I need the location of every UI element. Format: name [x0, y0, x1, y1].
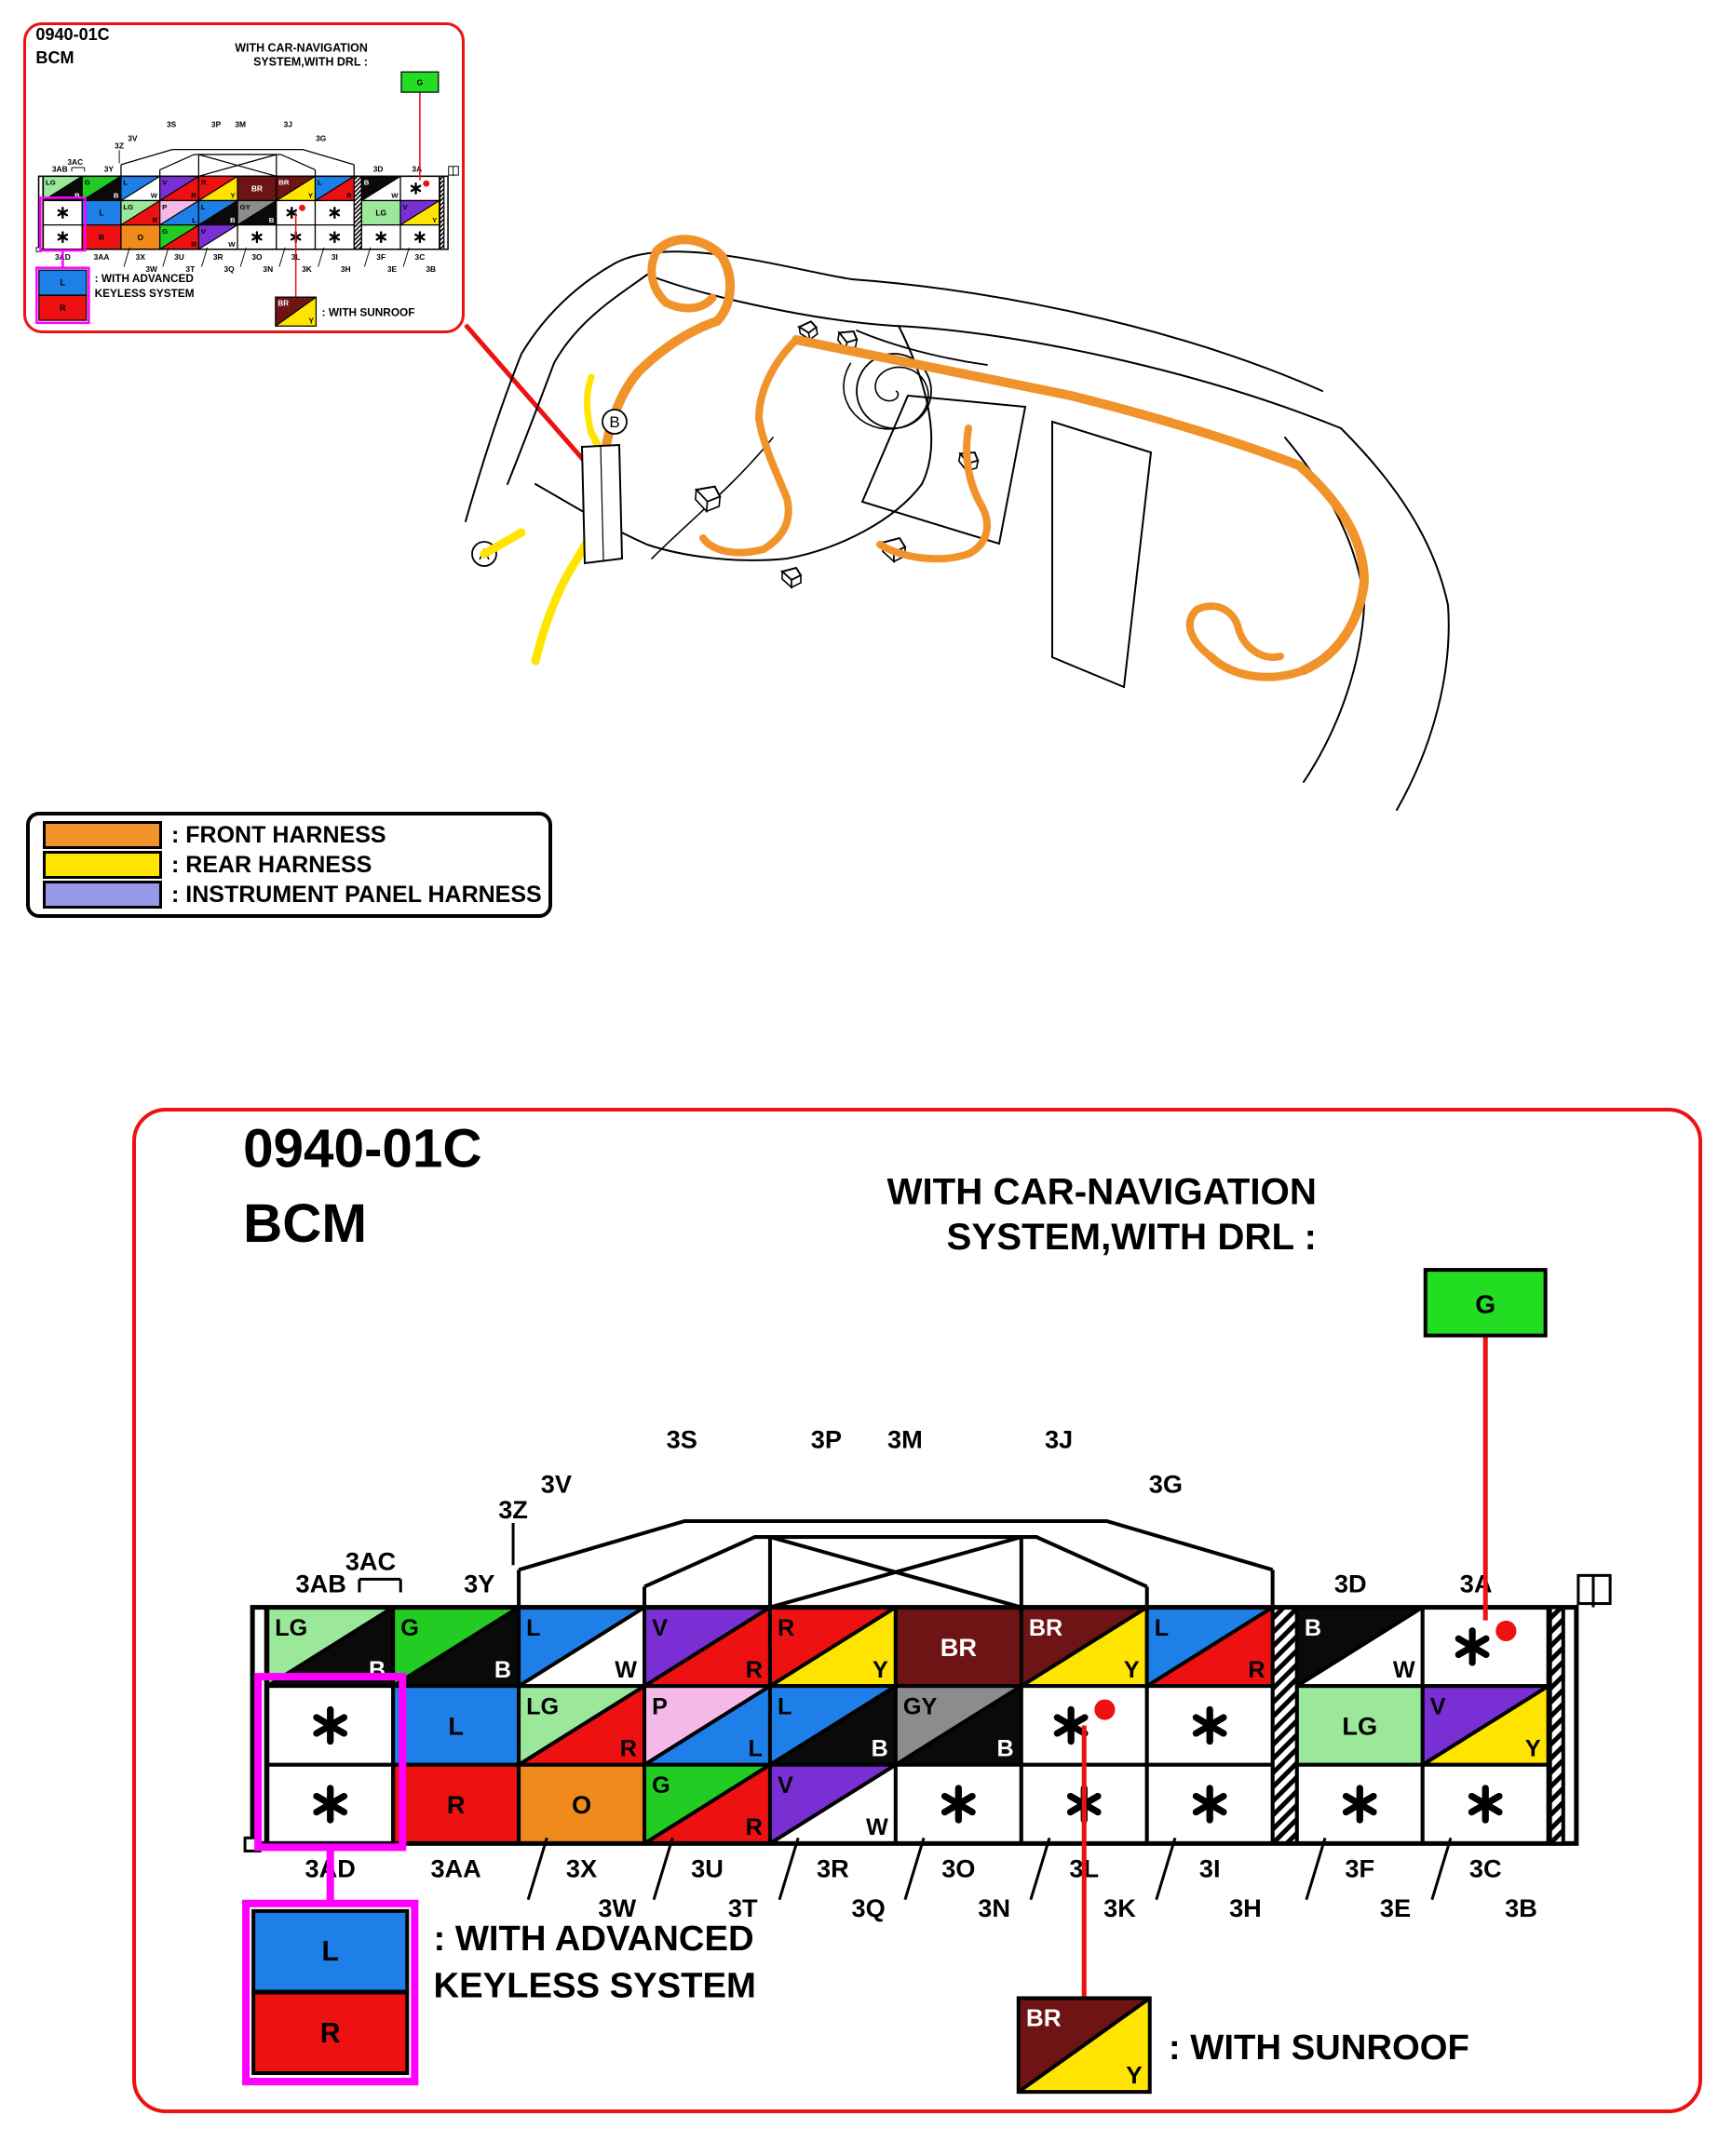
- svg-text:LG: LG: [1342, 1712, 1377, 1741]
- svg-text:L: L: [448, 1712, 464, 1741]
- svg-text:3Y: 3Y: [464, 1569, 494, 1597]
- svg-text:Y: Y: [1126, 2061, 1143, 2089]
- svg-text:3C: 3C: [1469, 1854, 1502, 1883]
- svg-text:L: L: [749, 1736, 763, 1762]
- svg-text:3H: 3H: [1229, 1893, 1262, 1922]
- svg-text:L: L: [321, 1936, 338, 1967]
- svg-text:3G: 3G: [1149, 1470, 1183, 1499]
- svg-text:W: W: [1393, 1657, 1415, 1683]
- svg-text:V: V: [1430, 1693, 1446, 1719]
- svg-text:BR: BR: [940, 1633, 978, 1662]
- svg-text:3P: 3P: [811, 1424, 842, 1453]
- svg-text:3D: 3D: [1334, 1569, 1367, 1597]
- svg-text:3I: 3I: [1199, 1854, 1221, 1883]
- svg-text:3AA: 3AA: [430, 1854, 480, 1883]
- svg-text:BR: BR: [1026, 2004, 1062, 2032]
- svg-text:3O: 3O: [941, 1854, 975, 1883]
- svg-text:Y: Y: [873, 1657, 888, 1683]
- svg-text:3Z: 3Z: [498, 1495, 528, 1524]
- svg-text:R: R: [746, 1814, 763, 1840]
- svg-text:3S: 3S: [667, 1424, 697, 1453]
- svg-text:R: R: [1248, 1657, 1265, 1683]
- svg-text:GY: GY: [903, 1693, 938, 1719]
- svg-text:3AC: 3AC: [345, 1546, 396, 1575]
- svg-text:L: L: [778, 1693, 792, 1719]
- svg-text:W: W: [866, 1814, 888, 1840]
- svg-text:R: R: [320, 2018, 341, 2049]
- svg-text:V: V: [778, 1772, 793, 1799]
- svg-text:3E: 3E: [1380, 1893, 1411, 1922]
- svg-text:G: G: [652, 1772, 670, 1799]
- svg-text:Y: Y: [1525, 1736, 1541, 1762]
- svg-text:3U: 3U: [691, 1854, 724, 1883]
- svg-text:R: R: [778, 1615, 794, 1641]
- svg-text:B: B: [872, 1736, 888, 1762]
- svg-text:G: G: [400, 1615, 419, 1641]
- svg-text:LG: LG: [275, 1615, 307, 1641]
- svg-text:P: P: [652, 1693, 668, 1719]
- svg-text:3X: 3X: [566, 1854, 597, 1883]
- svg-text:KEYLESS SYSTEM: KEYLESS SYSTEM: [433, 1965, 755, 2005]
- svg-text:3J: 3J: [1045, 1424, 1073, 1453]
- svg-text:3N: 3N: [978, 1893, 1010, 1922]
- svg-text:SYSTEM,WITH DRL :: SYSTEM,WITH DRL :: [947, 1216, 1317, 1258]
- svg-text:B: B: [494, 1657, 511, 1683]
- svg-text:BCM: BCM: [243, 1193, 367, 1254]
- svg-text:W: W: [615, 1657, 637, 1683]
- svg-text:B: B: [1305, 1615, 1321, 1641]
- svg-text:L: L: [1155, 1615, 1169, 1641]
- svg-text:0940-01C: 0940-01C: [243, 1118, 481, 1179]
- svg-text:WITH CAR-NAVIGATION: WITH CAR-NAVIGATION: [886, 1171, 1317, 1213]
- svg-text:3K: 3K: [1103, 1893, 1136, 1922]
- svg-text:LG: LG: [526, 1693, 559, 1719]
- svg-text:BR: BR: [1029, 1615, 1062, 1641]
- svg-text:R: R: [620, 1736, 637, 1762]
- svg-text:V: V: [652, 1615, 668, 1641]
- svg-text:3Q: 3Q: [852, 1893, 886, 1922]
- svg-text:B: B: [609, 413, 619, 431]
- svg-text:: WITH SUNROOF: : WITH SUNROOF: [1169, 2028, 1469, 2068]
- svg-text:3F: 3F: [1345, 1854, 1374, 1883]
- svg-text:3R: 3R: [817, 1854, 849, 1883]
- svg-text:L: L: [526, 1615, 540, 1641]
- svg-text:R: R: [746, 1657, 763, 1683]
- svg-text:G: G: [1475, 1288, 1495, 1318]
- svg-text:Y: Y: [1124, 1657, 1140, 1683]
- svg-text:: WITH ADVANCED: : WITH ADVANCED: [433, 1919, 753, 1959]
- svg-text:O: O: [572, 1790, 591, 1819]
- svg-text:3AB: 3AB: [295, 1569, 345, 1597]
- svg-text:R: R: [447, 1790, 466, 1819]
- svg-text:B: B: [997, 1736, 1014, 1762]
- svg-text:3V: 3V: [541, 1470, 572, 1499]
- svg-text:3B: 3B: [1505, 1893, 1537, 1922]
- svg-text:3M: 3M: [887, 1424, 923, 1453]
